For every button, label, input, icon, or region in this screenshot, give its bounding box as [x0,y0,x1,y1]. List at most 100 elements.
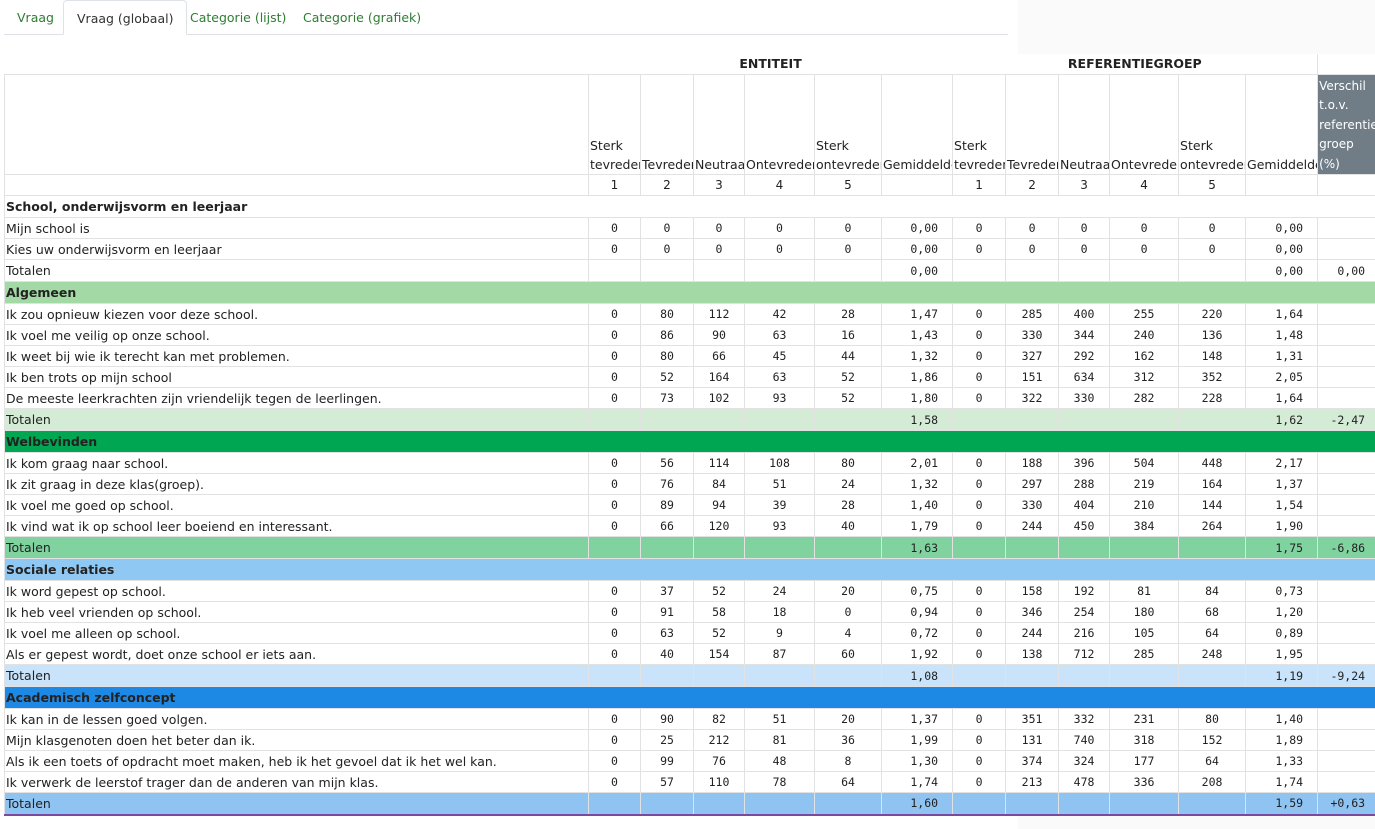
question-column-header [4,73,589,175]
average-cell: 1,80 [880,387,954,409]
count-cell: 208 [1178,771,1247,793]
totals-label: Totalen [4,536,589,559]
average-cell: 1,37 [1245,473,1319,495]
average-cell: 1,32 [880,345,954,367]
count-cell: 0 [1005,238,1060,260]
count-cell: 90 [640,708,694,730]
count-cell: 192 [1058,580,1111,602]
count-cell: 136 [1178,324,1247,346]
totals-empty-cell [1058,664,1111,687]
count-cell: 64 [814,771,882,793]
average-cell: 2,01 [880,452,954,474]
blank-header-right [1317,54,1375,75]
count-cell: 318 [1109,729,1180,751]
diff-empty-cell [1317,515,1375,537]
average-cell: 0,72 [880,622,954,644]
totals-average: 1,08 [880,664,954,687]
tab-vraag[interactable]: Vraag [17,10,54,25]
count-cell: 37 [640,580,694,602]
count-cell: 0 [693,238,745,260]
diff-empty-cell [1317,729,1375,751]
totals-empty-cell [588,536,641,559]
question-label: Ik zit graag in deze klas(groep). [4,473,589,495]
count-cell: 81 [744,729,815,751]
count-cell: 0 [588,643,641,665]
count-cell: 0 [744,238,815,260]
results-table: ENTITEIT REFERENTIEGROEP Sterk tevreden T… [3,54,1375,816]
column-header: Ontevreden [744,73,815,175]
count-cell: 16 [814,324,882,346]
count-cell: 346 [1005,601,1060,623]
count-cell: 0 [814,217,882,239]
count-cell: 63 [744,324,815,346]
count-cell: 80 [1178,708,1247,730]
question-label: De meeste leerkrachten zijn vriendelijk … [4,387,589,409]
count-cell: 712 [1058,643,1111,665]
diff-empty-cell [1317,494,1375,516]
totals-empty-cell [744,259,815,282]
count-cell: 400 [1058,303,1111,325]
count-cell: 0 [588,601,641,623]
diff-empty-cell [1317,452,1375,474]
question-label: Ik word gepest op school. [4,580,589,602]
totals-empty-cell [693,664,745,687]
table-row: Ik voel me veilig op onze school. 0 86 90 63… [4,324,1375,346]
average-cell: 1,31 [1245,345,1319,367]
count-cell: 80 [640,345,694,367]
tab-categorie-lijst[interactable]: Categorie (lijst) [190,10,287,25]
column-header: Verschil t.o.v. referentie groep (%) [1317,73,1375,175]
count-cell: 0 [952,473,1007,495]
table-row: Als ik een toets of opdracht moet maken,… [4,750,1375,772]
count-cell: 108 [744,452,815,474]
count-cell: 282 [1109,387,1180,409]
count-cell: 24 [744,580,815,602]
count-cell: 288 [1058,473,1111,495]
column-number: 1 [588,174,641,196]
count-cell: 60 [814,643,882,665]
totals-empty-cell [952,259,1007,282]
diff-empty-cell [1317,238,1375,260]
count-cell: 76 [640,473,694,495]
column-header: Ontevreden [1109,73,1180,175]
diff-empty-cell [1317,303,1375,325]
diff-empty-cell [1317,387,1375,409]
totals-empty-cell [952,664,1007,687]
count-cell: 52 [693,580,745,602]
totals-empty-cell [693,408,745,431]
question-label: Ik weet bij wie ik terecht kan met probl… [4,345,589,367]
totals-empty-cell [588,792,641,816]
count-cell: 84 [693,473,745,495]
count-cell: 81 [1109,580,1180,602]
column-number: 2 [1005,174,1060,196]
totals-row: Totalen 0,00 0,00 0,00 [4,259,1375,282]
average-cell: 0,89 [1245,622,1319,644]
totals-empty-cell [1178,792,1247,816]
count-cell: 0 [952,303,1007,325]
count-cell: 89 [640,494,694,516]
table-row: Ik zit graag in deze klas(groep). 0 76 84 51… [4,473,1375,495]
count-cell: 244 [1005,515,1060,537]
count-cell: 84 [1178,580,1247,602]
section-title: Academisch zelfconcept [3,686,1375,709]
diff-empty-cell [1317,771,1375,793]
count-cell: 351 [1005,708,1060,730]
count-cell: 0 [952,580,1007,602]
count-cell: 51 [744,708,815,730]
section-title: Sociale relaties [3,558,1375,581]
table-row: Ik kom graag naar school. 0 56 114 108 80 2,01… [4,452,1375,474]
column-header: Neutraal [693,73,745,175]
count-cell: 102 [693,387,745,409]
count-cell: 0 [588,387,641,409]
totals-empty-cell [1109,792,1180,816]
count-cell: 0 [952,387,1007,409]
column-header: Gemiddelde [1245,73,1319,175]
average-cell: 1,89 [1245,729,1319,751]
tab-categorie-grafiek[interactable]: Categorie (grafiek) [303,10,422,25]
question-label: Ik zou opnieuw kiezen voor deze school. [4,303,589,325]
count-cell: 93 [744,387,815,409]
question-label: Ik voel me alleen op school. [4,622,589,644]
count-cell: 0 [588,750,641,772]
count-cell: 0 [588,473,641,495]
tab-vraag-globaal[interactable]: Vraag (globaal) [63,0,188,35]
count-cell: 0 [1178,238,1247,260]
